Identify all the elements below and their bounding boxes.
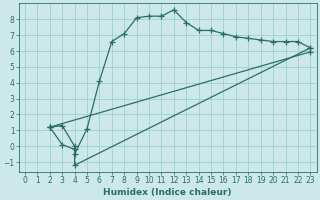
X-axis label: Humidex (Indice chaleur): Humidex (Indice chaleur) [103, 188, 232, 197]
